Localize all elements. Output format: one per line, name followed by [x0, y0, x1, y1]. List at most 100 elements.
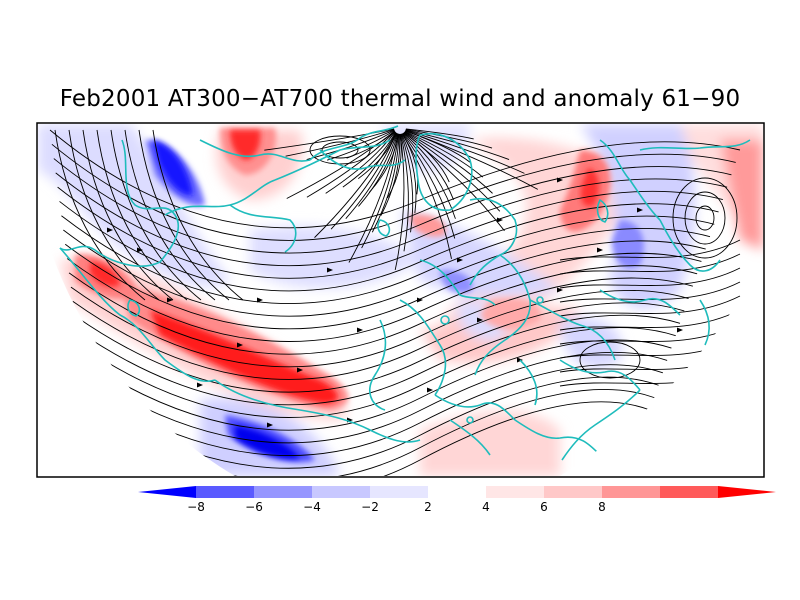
colorbar-tick-label: 6	[540, 500, 548, 514]
streamline	[559, 309, 741, 331]
streamline	[84, 364, 664, 456]
streamline	[405, 130, 472, 164]
streamline	[361, 133, 399, 249]
streamline	[96, 129, 188, 301]
streamline	[306, 129, 395, 160]
streamline	[559, 267, 741, 289]
streamline	[53, 158, 732, 254]
streamline	[401, 133, 417, 214]
streamline	[124, 129, 216, 301]
streamline	[403, 132, 455, 200]
streamline	[400, 133, 409, 252]
streamline-arrow	[427, 387, 433, 393]
streamline	[63, 228, 711, 317]
colorbar-tick-label: −6	[245, 500, 263, 514]
streamline	[405, 128, 474, 140]
colorbar-tick-label: 8	[598, 500, 606, 514]
streamline	[51, 143, 736, 241]
colorbar-cap-low	[138, 486, 196, 498]
colorbar-segment	[660, 486, 718, 498]
streamline-arrow	[677, 327, 683, 333]
streamline-arrow	[257, 297, 263, 303]
streamline	[68, 265, 698, 355]
streamline	[402, 133, 456, 239]
streamline	[345, 132, 398, 220]
streamline	[357, 132, 397, 180]
streamline-arrow	[597, 247, 603, 253]
streamline-arrow	[297, 367, 303, 373]
streamline-arrow	[237, 342, 243, 348]
streamline	[401, 133, 419, 195]
streamline	[54, 129, 146, 301]
streamline-arrow	[557, 177, 563, 183]
streamline	[559, 239, 741, 261]
streamline	[387, 133, 402, 199]
streamline-arrow	[477, 317, 483, 323]
streamline	[66, 252, 702, 342]
streamline-arrow	[497, 217, 503, 223]
colorbar-tick-label: −8	[187, 500, 205, 514]
colorbar-segment	[544, 486, 602, 498]
streamline-eddy	[321, 141, 359, 159]
streamline	[394, 133, 405, 271]
streamline	[404, 131, 493, 194]
streamline-arrow	[107, 227, 113, 233]
streamline	[138, 129, 230, 301]
streamline	[400, 133, 414, 233]
streamline-arrow	[137, 247, 143, 253]
streamline	[325, 131, 396, 194]
streamline-arrow	[197, 382, 203, 388]
streamline	[314, 132, 397, 238]
streamlines	[49, 128, 741, 476]
streamline	[401, 133, 452, 259]
colorbar-segment	[486, 486, 544, 498]
streamline	[78, 327, 676, 418]
streamline	[380, 133, 401, 216]
streamline	[76, 314, 681, 406]
streamline	[405, 129, 510, 160]
colorbar-tick-label: −2	[361, 500, 379, 514]
streamline	[342, 131, 396, 188]
streamline	[405, 128, 493, 149]
streamline-arrow	[417, 297, 423, 303]
streamline	[74, 302, 685, 393]
streamline-arrow	[357, 327, 363, 333]
streamline	[72, 289, 689, 380]
streamline	[403, 132, 450, 183]
colorbar-segment	[196, 486, 254, 498]
colorbar-segment	[428, 486, 486, 498]
streamline-arrow	[557, 287, 563, 293]
colorbar-tick-label: 4	[482, 500, 490, 514]
streamline-eddy	[695, 205, 715, 231]
streamline-arrow	[637, 207, 643, 213]
streamline-eddy	[579, 341, 641, 379]
streamline	[89, 401, 651, 476]
streamline	[61, 215, 715, 304]
streamline	[59, 201, 719, 292]
streamline-arrow	[457, 257, 463, 263]
streamline-eddy	[684, 191, 726, 245]
streamline-eddy	[309, 135, 371, 165]
streamline	[70, 277, 693, 368]
colorbar-segment	[370, 486, 428, 498]
colorbar	[138, 486, 776, 498]
streamline	[358, 133, 398, 207]
map-title: Feb2001 AT300−AT700 thermal wind and ano…	[59, 86, 741, 112]
streamline-eddy	[672, 177, 738, 259]
streamline	[110, 129, 202, 301]
streamline	[371, 133, 400, 233]
streamline	[82, 129, 174, 301]
colorbar-tick-label: 2	[424, 500, 432, 514]
colorbar-segment	[602, 486, 660, 498]
colorbar-segment	[312, 486, 370, 498]
coastlines	[59, 125, 751, 461]
streamline-arrow	[267, 422, 273, 428]
streamline	[68, 129, 160, 301]
streamline	[82, 351, 668, 444]
streamline-arrow	[327, 267, 333, 273]
streamline	[402, 132, 456, 219]
streamline	[404, 130, 484, 178]
streamline	[152, 129, 244, 301]
colorbar-tick-label: −4	[303, 500, 321, 514]
streamline-arrow	[167, 297, 173, 303]
